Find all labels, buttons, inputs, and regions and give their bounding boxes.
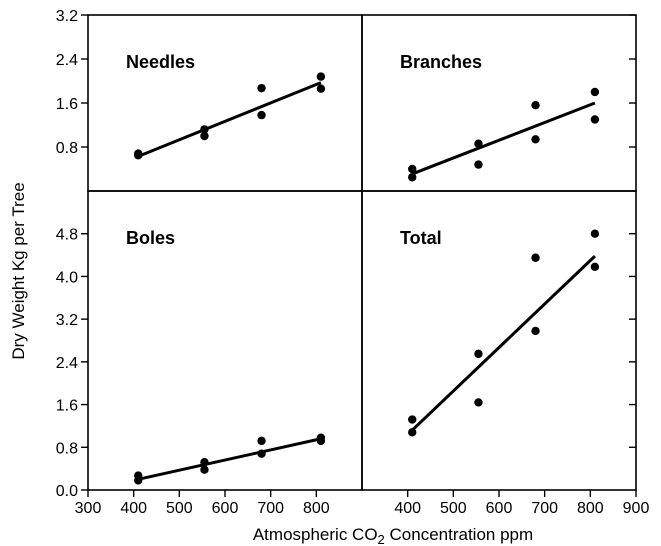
data-point-branches [474, 139, 483, 148]
x-tick-label: 500 [166, 500, 193, 517]
data-point-total [474, 398, 483, 407]
data-point-total [590, 229, 600, 238]
x-tick-label: 400 [120, 500, 147, 517]
x-tick-label: 700 [531, 500, 558, 517]
panel-title-branches: Branches [400, 52, 482, 72]
y-tick-label: 2.4 [56, 52, 78, 69]
fit-line-branches [411, 101, 596, 176]
panel-boles: Boles [87, 190, 363, 491]
data-point-total [531, 326, 540, 336]
x-axis-title: Atmospheric CO2 Concentration ppm [253, 525, 533, 546]
y-tick-label: 0.8 [56, 140, 78, 157]
y-tick-label: 3.2 [56, 8, 78, 25]
data-point-boles [257, 436, 266, 446]
x-tick-label: 900 [623, 500, 650, 517]
y-tick-label: 0.0 [56, 483, 78, 500]
data-point-branches [408, 173, 417, 182]
x-tick-label: 700 [257, 500, 284, 517]
data-point-needles [316, 72, 326, 81]
data-point-branches [531, 135, 540, 144]
data-point-branches [590, 115, 600, 124]
y-tick-label: 0.8 [56, 440, 78, 457]
panel-branches: Branches [361, 14, 637, 192]
x-tick-label: 600 [212, 500, 239, 517]
fit-line-total [411, 255, 596, 432]
data-point-boles [257, 449, 266, 458]
fit-line-boles [137, 437, 322, 481]
data-point-branches [474, 160, 483, 169]
y-tick-label: 1.6 [56, 96, 78, 113]
data-point-boles [134, 471, 143, 480]
data-point-needles [200, 125, 209, 134]
panel-grid: Needles Branches Boles Total [87, 14, 637, 491]
data-point-branches [408, 164, 417, 174]
data-point-boles [316, 433, 326, 442]
y-axis-title: Dry Weight Kg per Tree [9, 182, 28, 359]
tick-layer [81, 14, 637, 497]
data-point-needles [200, 131, 209, 141]
x-tick-label: 600 [486, 500, 513, 517]
data-point-needles [316, 84, 326, 93]
data-point-needles [257, 83, 266, 93]
data-point-needles [257, 110, 266, 120]
y-tick-label: 4.8 [56, 227, 78, 244]
data-point-boles [200, 458, 209, 467]
x-axis-title-suffix: Concentration ppm [385, 525, 533, 544]
y-tick-label: 1.6 [56, 398, 78, 415]
x-tick-label: 800 [577, 500, 604, 517]
x-tick-label: 300 [75, 500, 102, 517]
data-point-total [408, 415, 417, 424]
fit-line-needles [137, 81, 322, 158]
y-tick-label: 3.2 [56, 312, 78, 329]
x-tick-label: 800 [303, 500, 330, 517]
tick-label-layer: 0.8 1.6 2.4 3.2 0.0 0.8 1.6 2.4 3.2 4.0 4.8 300 400 5… [56, 8, 650, 517]
panel-title-needles: Needles [126, 52, 195, 72]
x-axis-title-subscript: 2 [378, 532, 385, 546]
x-tick-label: 500 [440, 500, 467, 517]
y-tick-label: 2.4 [56, 355, 78, 372]
data-point-total [408, 428, 417, 437]
data-point-needles [134, 149, 143, 158]
data-point-total [474, 349, 483, 359]
panel-title-boles: Boles [126, 228, 175, 248]
data-point-boles [200, 465, 209, 474]
data-point-branches [590, 87, 600, 97]
panel-total: Total [361, 190, 637, 491]
y-tick-label: 4.0 [56, 269, 78, 286]
data-point-total [531, 253, 540, 262]
data-point-total [590, 262, 600, 272]
x-axis-title-prefix: Atmospheric CO [253, 525, 378, 544]
panel-title-total: Total [400, 228, 442, 248]
x-tick-label: 400 [394, 500, 421, 517]
data-point-branches [531, 101, 540, 110]
